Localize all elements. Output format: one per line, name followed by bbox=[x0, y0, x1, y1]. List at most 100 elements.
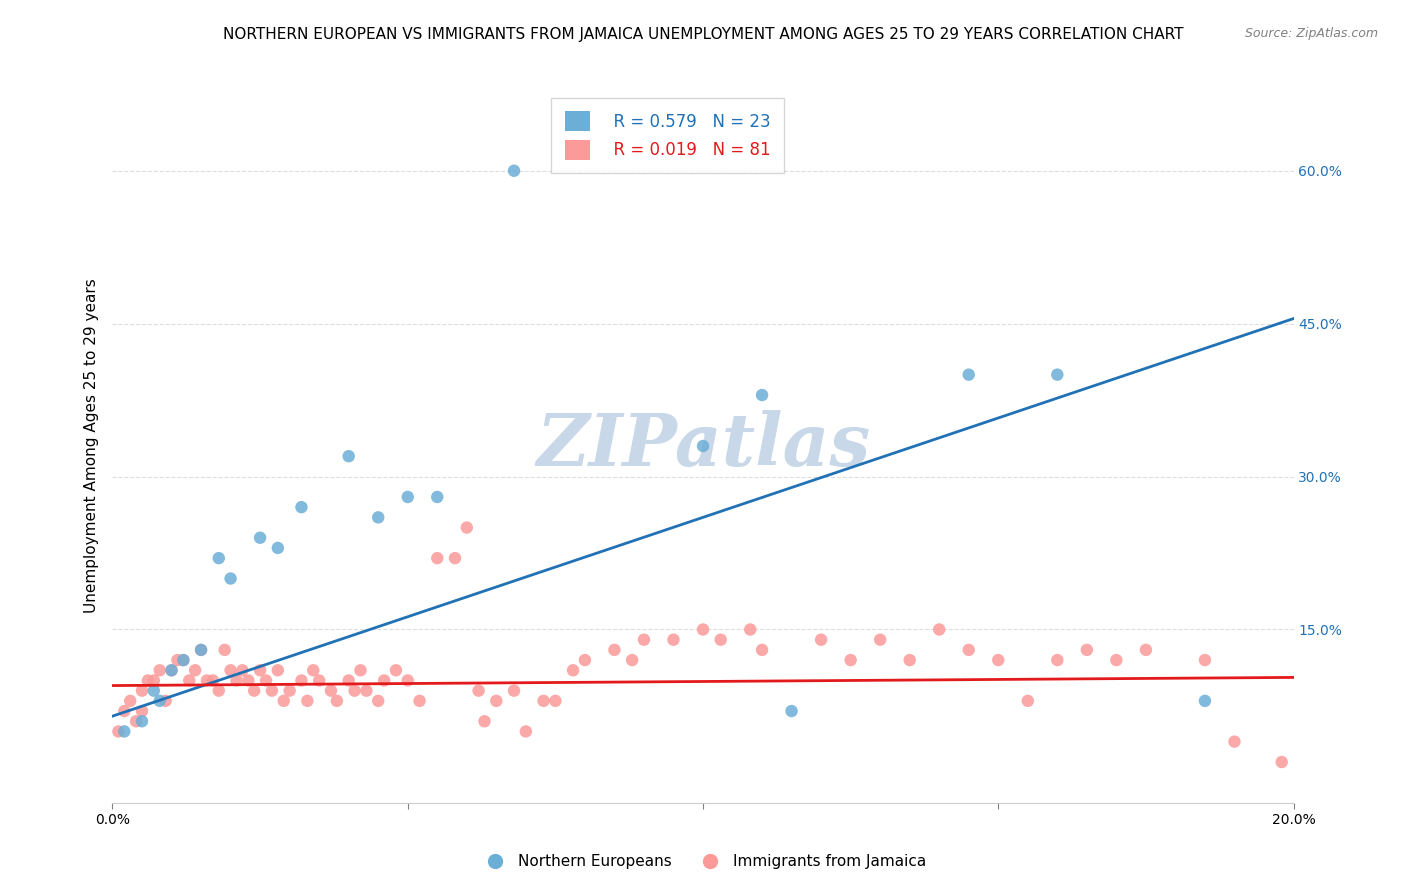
Point bbox=[562, 663, 585, 677]
Point bbox=[367, 510, 389, 524]
Point bbox=[467, 683, 489, 698]
Point bbox=[349, 663, 371, 677]
Point bbox=[751, 643, 773, 657]
Point bbox=[574, 653, 596, 667]
Text: NORTHERN EUROPEAN VS IMMIGRANTS FROM JAMAICA UNEMPLOYMENT AMONG AGES 25 TO 29 YE: NORTHERN EUROPEAN VS IMMIGRANTS FROM JAM… bbox=[222, 27, 1184, 42]
Point bbox=[343, 683, 366, 698]
Point bbox=[898, 653, 921, 667]
Point bbox=[160, 663, 183, 677]
Point bbox=[869, 632, 891, 647]
Point bbox=[385, 663, 408, 677]
Point bbox=[214, 643, 236, 657]
Point bbox=[231, 663, 253, 677]
Point bbox=[160, 663, 183, 677]
Point bbox=[957, 368, 980, 382]
Legend:   R = 0.579   N = 23,   R = 0.019   N = 81: R = 0.579 N = 23, R = 0.019 N = 81 bbox=[551, 97, 785, 173]
Point bbox=[112, 704, 135, 718]
Point bbox=[184, 663, 207, 677]
Point bbox=[1135, 643, 1157, 657]
Point bbox=[367, 694, 389, 708]
Point bbox=[278, 683, 301, 698]
Point bbox=[1017, 694, 1039, 708]
Point bbox=[225, 673, 247, 688]
Point bbox=[603, 643, 626, 657]
Point bbox=[515, 724, 537, 739]
Point bbox=[308, 673, 330, 688]
Point bbox=[426, 551, 449, 566]
Point bbox=[267, 663, 290, 677]
Point bbox=[444, 551, 467, 566]
Point bbox=[456, 520, 478, 534]
Point bbox=[166, 653, 188, 667]
Point bbox=[485, 694, 508, 708]
Text: Source: ZipAtlas.com: Source: ZipAtlas.com bbox=[1244, 27, 1378, 40]
Point bbox=[254, 673, 277, 688]
Point bbox=[267, 541, 290, 555]
Text: ZIPatlas: ZIPatlas bbox=[536, 410, 870, 482]
Point bbox=[201, 673, 224, 688]
Point bbox=[1271, 755, 1294, 769]
Point bbox=[957, 643, 980, 657]
Point bbox=[149, 694, 172, 708]
Point bbox=[249, 531, 271, 545]
Point bbox=[319, 683, 342, 698]
Point bbox=[273, 694, 295, 708]
Point bbox=[172, 653, 194, 667]
Point bbox=[195, 673, 218, 688]
Point bbox=[1076, 643, 1098, 657]
Point bbox=[780, 704, 803, 718]
Point bbox=[260, 683, 283, 698]
Point bbox=[155, 694, 177, 708]
Point bbox=[131, 714, 153, 729]
Point bbox=[190, 643, 212, 657]
Point bbox=[740, 623, 762, 637]
Point bbox=[544, 694, 567, 708]
Point bbox=[131, 683, 153, 698]
Point bbox=[149, 663, 172, 677]
Point bbox=[172, 653, 194, 667]
Point bbox=[142, 673, 165, 688]
Point bbox=[751, 388, 773, 402]
Point bbox=[928, 623, 950, 637]
Point bbox=[190, 643, 212, 657]
Point bbox=[219, 572, 242, 586]
Point bbox=[290, 673, 312, 688]
Point bbox=[710, 632, 733, 647]
Point bbox=[474, 714, 496, 729]
Point bbox=[503, 683, 526, 698]
Point bbox=[136, 673, 159, 688]
Point bbox=[503, 163, 526, 178]
Point bbox=[356, 683, 378, 698]
Point bbox=[142, 683, 165, 698]
Point bbox=[290, 500, 312, 515]
Point bbox=[987, 653, 1010, 667]
Point bbox=[621, 653, 644, 667]
Point bbox=[373, 673, 395, 688]
Point bbox=[125, 714, 148, 729]
Point bbox=[208, 683, 231, 698]
Point bbox=[112, 724, 135, 739]
Point bbox=[662, 632, 685, 647]
Point bbox=[1046, 653, 1069, 667]
Point bbox=[208, 551, 231, 566]
Point bbox=[1105, 653, 1128, 667]
Point bbox=[1194, 694, 1216, 708]
Y-axis label: Unemployment Among Ages 25 to 29 years: Unemployment Among Ages 25 to 29 years bbox=[83, 278, 98, 614]
Point bbox=[692, 439, 714, 453]
Point bbox=[243, 683, 266, 698]
Point bbox=[120, 694, 142, 708]
Point bbox=[633, 632, 655, 647]
Point bbox=[238, 673, 260, 688]
Point bbox=[426, 490, 449, 504]
Point bbox=[131, 704, 153, 718]
Point bbox=[249, 663, 271, 677]
Point bbox=[396, 490, 419, 504]
Point bbox=[1194, 653, 1216, 667]
Point bbox=[692, 623, 714, 637]
Point bbox=[533, 694, 555, 708]
Point bbox=[839, 653, 862, 667]
Point bbox=[337, 673, 360, 688]
Point bbox=[396, 673, 419, 688]
Legend: Northern Europeans, Immigrants from Jamaica: Northern Europeans, Immigrants from Jama… bbox=[474, 848, 932, 875]
Point bbox=[326, 694, 349, 708]
